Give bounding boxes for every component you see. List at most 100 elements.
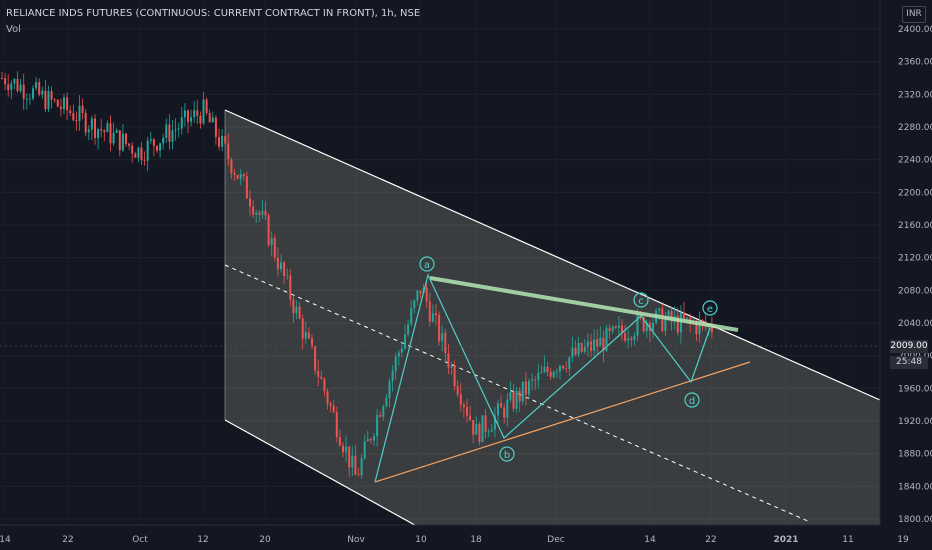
- wave-label-e[interactable]: e: [702, 300, 718, 316]
- candle-body: [10, 83, 13, 90]
- candle-body: [441, 332, 444, 342]
- candle-body: [521, 381, 524, 402]
- time-tick-label: 10: [415, 535, 427, 545]
- candle-body: [413, 300, 416, 309]
- candle-body: [196, 110, 199, 116]
- wave-path[interactable]: [374, 273, 711, 483]
- candle-body: [376, 415, 379, 436]
- upper-trendline[interactable]: [429, 276, 739, 332]
- candle-body: [487, 431, 490, 433]
- price-tick-label: 2160.00: [898, 221, 932, 231]
- candle-body: [490, 429, 493, 432]
- time-tick-label: 19: [897, 535, 909, 545]
- candle-body: [608, 327, 611, 332]
- candle-body: [19, 84, 22, 91]
- candle-body: [199, 115, 202, 124]
- price-tick-label: 2120.00: [898, 254, 932, 264]
- candle-body: [221, 135, 224, 147]
- candle-body: [152, 139, 155, 146]
- candle-body: [565, 368, 568, 370]
- time-tick-label: 2021: [773, 535, 798, 545]
- candle-body: [84, 112, 87, 133]
- candle-body: [475, 423, 478, 435]
- wave-label-b[interactable]: b: [499, 446, 515, 462]
- candle-body: [103, 130, 106, 133]
- candle-body: [292, 299, 295, 314]
- wave-label-a[interactable]: a: [419, 256, 435, 272]
- candle-body: [78, 105, 81, 122]
- candle-body: [552, 372, 555, 378]
- volume-indicator-label[interactable]: Vol: [6, 24, 21, 35]
- time-tick-label: 20: [259, 535, 271, 545]
- currency-badge[interactable]: INR: [902, 6, 926, 23]
- candle-body: [438, 314, 441, 342]
- wave-letter-d: d: [689, 396, 695, 407]
- candle-body: [100, 129, 103, 131]
- candle-body: [562, 365, 565, 369]
- candle-body: [329, 403, 332, 406]
- candle-body: [109, 123, 112, 144]
- symbol-title[interactable]: RELIANCE INDS FUTURES (CONTINUOUS: CURRE…: [6, 8, 421, 19]
- bar-countdown-tag: 25:48: [890, 356, 928, 369]
- candle-body: [326, 391, 329, 404]
- candle-body: [605, 327, 608, 352]
- candle-body: [583, 346, 586, 352]
- candle-body: [311, 338, 313, 347]
- candle-body: [32, 88, 34, 99]
- candle-body: [53, 99, 56, 101]
- candle-body: [177, 128, 180, 130]
- candle-body: [524, 381, 527, 395]
- wave-label-c[interactable]: c: [633, 292, 649, 308]
- candle-body: [664, 319, 667, 332]
- candle-body: [289, 275, 292, 300]
- time-tick-label: Dec: [547, 535, 564, 545]
- grid-lines: [0, 28, 880, 520]
- candle-body: [537, 373, 540, 381]
- time-axis[interactable]: [0, 525, 932, 550]
- candle-body: [481, 415, 484, 443]
- candle-body: [112, 132, 115, 144]
- candle-body: [270, 238, 273, 246]
- candle-body: [695, 323, 698, 334]
- lower-trendline[interactable]: [374, 361, 751, 483]
- candle-body: [611, 326, 614, 332]
- candle-body: [351, 455, 354, 468]
- candle-body: [400, 348, 403, 353]
- time-tick-label: 14: [644, 535, 656, 545]
- candle-body: [453, 365, 456, 387]
- descending-channel[interactable]: [225, 110, 880, 550]
- candle-body: [298, 306, 301, 319]
- wave-marker-c: [633, 292, 649, 308]
- candle-body: [131, 145, 134, 154]
- candle-body: [348, 446, 351, 468]
- candle-body: [304, 332, 307, 339]
- candle-body: [506, 399, 509, 418]
- time-tick-label: Nov: [347, 535, 365, 545]
- channel-median-line[interactable]: [224, 264, 811, 523]
- candle-body: [1, 78, 3, 79]
- candle-body: [90, 118, 93, 130]
- candle-body: [602, 337, 605, 352]
- candle-body: [630, 338, 633, 341]
- candle-body: [106, 123, 109, 133]
- candle-body: [698, 320, 701, 334]
- wave-letter-a: a: [424, 260, 430, 271]
- candle-body: [360, 458, 363, 476]
- candle-body: [125, 133, 127, 144]
- candle-body: [574, 347, 577, 355]
- candle-body: [44, 90, 47, 110]
- candle-body: [357, 474, 360, 476]
- candle-body: [518, 390, 521, 402]
- candle-body: [642, 316, 645, 332]
- wave-marker-a: [419, 256, 435, 272]
- channel-upper-line[interactable]: [224, 109, 881, 401]
- wave-label-d[interactable]: d: [684, 392, 700, 408]
- price-axis[interactable]: [880, 0, 932, 550]
- candle-body: [534, 379, 537, 381]
- time-tick-label: 12: [197, 535, 208, 545]
- candle-body: [586, 341, 589, 347]
- candle-body: [614, 326, 617, 328]
- wave-marker-b: [499, 446, 515, 462]
